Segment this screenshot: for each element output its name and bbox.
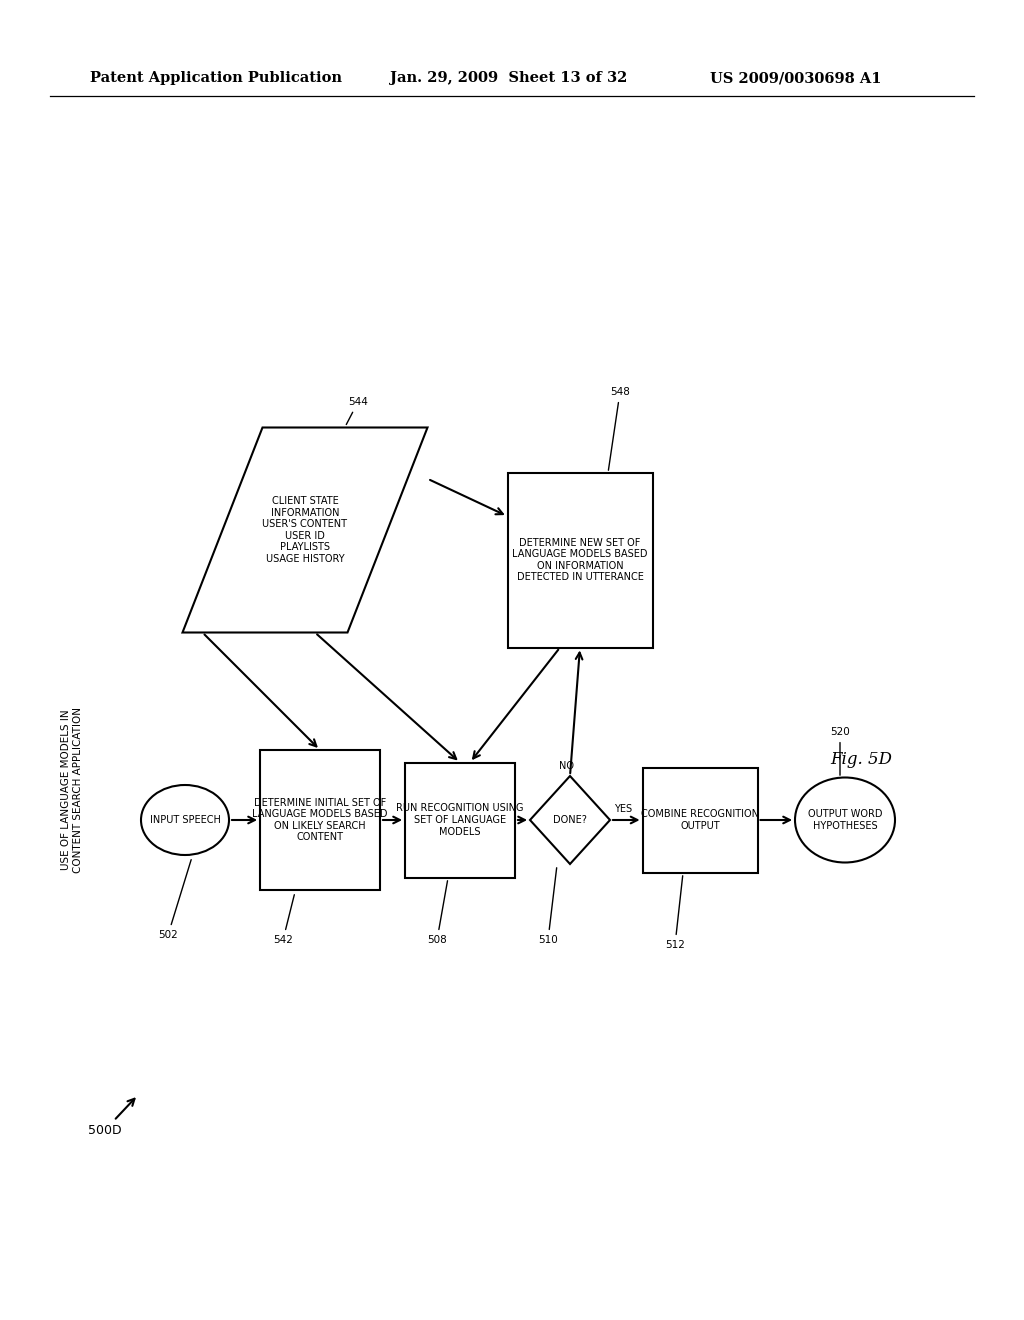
Text: DETERMINE INITIAL SET OF
LANGUAGE MODELS BASED
ON LIKELY SEARCH
CONTENT: DETERMINE INITIAL SET OF LANGUAGE MODELS… [252,797,388,842]
Text: 520: 520 [830,727,850,775]
Text: 502: 502 [158,859,191,940]
Text: DETERMINE NEW SET OF
LANGUAGE MODELS BASED
ON INFORMATION
DETECTED IN UTTERANCE: DETERMINE NEW SET OF LANGUAGE MODELS BAS… [512,537,648,582]
Text: 500D: 500D [88,1098,134,1137]
Text: 548: 548 [608,387,630,470]
Bar [642,767,758,873]
Text: NO: NO [558,762,573,771]
Text: US 2009/0030698 A1: US 2009/0030698 A1 [710,71,882,84]
Text: Jan. 29, 2009  Sheet 13 of 32: Jan. 29, 2009 Sheet 13 of 32 [390,71,628,84]
Text: CLIENT STATE
INFORMATION
USER'S CONTENT
USER ID
PLAYLISTS
USAGE HISTORY: CLIENT STATE INFORMATION USER'S CONTENT … [262,496,347,564]
Text: 510: 510 [539,867,558,945]
Text: RUN RECOGNITION USING
SET OF LANGUAGE
MODELS: RUN RECOGNITION USING SET OF LANGUAGE MO… [396,804,523,837]
Text: COMBINE RECOGNITION
OUTPUT: COMBINE RECOGNITION OUTPUT [641,809,759,830]
Text: USE OF LANGUAGE MODELS IN
CONTENT SEARCH APPLICATION: USE OF LANGUAGE MODELS IN CONTENT SEARCH… [61,708,83,873]
Text: 508: 508 [427,880,447,945]
Text: YES: YES [614,804,632,814]
Text: Fig. 5D: Fig. 5D [830,751,892,768]
Bar [508,473,652,648]
Text: 512: 512 [665,875,685,950]
Text: Patent Application Publication: Patent Application Publication [90,71,342,84]
Bar [260,750,380,890]
Bar [406,763,515,878]
Text: 542: 542 [273,895,294,945]
Text: 544: 544 [346,397,368,425]
Text: INPUT SPEECH: INPUT SPEECH [150,814,220,825]
Text: DONE?: DONE? [553,814,587,825]
Text: OUTPUT WORD
HYPOTHESES: OUTPUT WORD HYPOTHESES [808,809,883,830]
